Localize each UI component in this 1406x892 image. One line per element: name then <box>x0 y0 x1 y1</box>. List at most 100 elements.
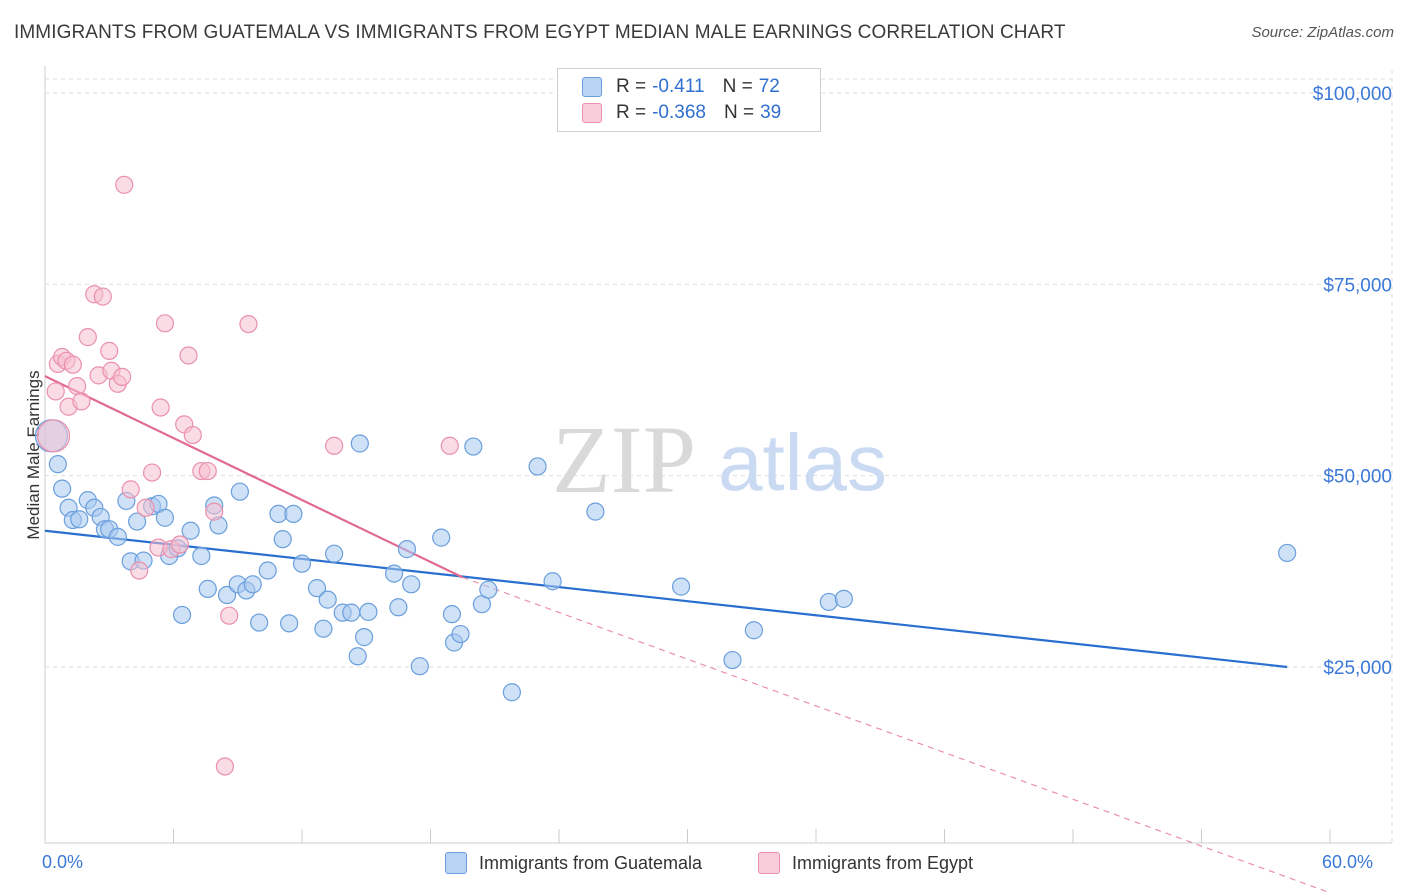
watermark: ZIP atlas <box>552 406 887 513</box>
egypt-point <box>115 175 134 194</box>
n-label: N = <box>722 76 753 97</box>
guatemala-point <box>192 546 211 566</box>
guatemala-point <box>723 650 742 670</box>
grid-lines <box>45 70 1393 843</box>
legend-row-egypt: R = -0.368 N = 39 <box>582 100 799 126</box>
guatemala-trend-line <box>44 529 1288 669</box>
legend-label: Immigrants from Egypt <box>792 852 974 873</box>
egypt-point <box>142 463 162 482</box>
egypt-point <box>151 398 170 417</box>
egypt-point <box>183 425 202 445</box>
guatemala-point <box>451 624 470 644</box>
guatemala-point <box>1278 543 1297 563</box>
guatemala-point <box>819 592 838 612</box>
guatemala-point <box>348 647 367 666</box>
guatemala-point <box>397 540 417 559</box>
n-value: 72 <box>758 76 780 97</box>
y-tick-label: $75,000 <box>1323 275 1392 296</box>
x-tick-label-min: 0.0% <box>42 852 84 872</box>
guatemala-point <box>384 564 404 583</box>
egypt-point <box>155 314 175 333</box>
egypt-point <box>72 392 91 411</box>
y-tick-label: $100,000 <box>1313 84 1392 105</box>
egypt-point <box>170 535 190 554</box>
guatemala-point <box>528 457 547 476</box>
egypt-legend-swatch <box>758 852 780 874</box>
n-value: 39 <box>760 102 782 123</box>
guatemala-point <box>280 614 299 633</box>
egypt-point <box>46 382 65 401</box>
egypt-point <box>36 419 71 453</box>
r-value: -0.411 <box>652 76 705 97</box>
guatemala-point <box>586 502 605 521</box>
guatemala-point <box>318 590 337 609</box>
watermark-atlas: atlas <box>718 418 887 507</box>
egypt-point <box>78 328 97 347</box>
egypt-point <box>440 436 459 455</box>
guatemala-point <box>350 434 369 453</box>
guatemala-point <box>543 572 562 591</box>
guatemala-point <box>671 577 691 596</box>
egypt-point <box>100 341 119 360</box>
guatemala-point <box>70 510 89 529</box>
data-points <box>34 175 1297 776</box>
legend-item-guatemala[interactable]: Immigrants from Guatemala <box>445 852 702 874</box>
guatemala-point <box>464 437 483 456</box>
egypt-point <box>179 346 198 365</box>
guatemala-point <box>292 554 312 573</box>
guatemala-point <box>48 455 67 474</box>
egypt-point <box>220 606 239 625</box>
guatemala-point <box>258 561 277 580</box>
guatemala-point <box>273 530 292 549</box>
guatemala-point <box>230 482 249 501</box>
guatemala-point <box>284 504 303 524</box>
y-tick-label: $25,000 <box>1323 658 1392 679</box>
chart-title: IMMIGRANTS FROM GUATEMALA VS IMMIGRANTS … <box>14 22 1066 43</box>
guatemala-point <box>314 619 333 638</box>
legend-item-egypt[interactable]: Immigrants from Egypt <box>758 852 973 874</box>
trend-lines <box>44 375 1330 892</box>
y-tick-labels: $25,000 $50,000 $75,000 $100,000 <box>1313 84 1392 679</box>
guatemala-legend-swatch <box>445 852 467 874</box>
legend-label: Immigrants from Guatemala <box>479 852 703 873</box>
guatemala-point <box>834 589 853 608</box>
guatemala-point <box>744 621 763 640</box>
y-tick-label: $50,000 <box>1323 467 1392 488</box>
egypt-point <box>136 498 155 517</box>
stats-legend: R = -0.411 N = 72 R = -0.368 N = 39 <box>557 68 821 132</box>
r-label: R = <box>616 102 647 123</box>
guatemala-swatch <box>582 77 602 97</box>
guatemala-point <box>325 544 344 563</box>
guatemala-point <box>432 528 451 547</box>
guatemala-point <box>127 512 147 531</box>
guatemala-point <box>402 575 421 594</box>
n-label: N = <box>723 102 755 123</box>
legend-row-guatemala: R = -0.411 N = 72 <box>582 74 798 100</box>
egypt-point <box>112 367 132 387</box>
egypt-trend-line <box>44 375 464 579</box>
egypt-point <box>325 436 344 455</box>
watermark-zip: ZIP <box>552 406 696 513</box>
guatemala-point <box>198 579 217 599</box>
egypt-point <box>63 355 82 374</box>
guatemala-point <box>108 527 127 546</box>
guatemala-point <box>410 657 429 676</box>
egypt-point <box>239 314 258 334</box>
egypt-point <box>215 757 234 776</box>
guatemala-point <box>355 628 374 647</box>
r-value: -0.368 <box>652 102 706 123</box>
axes <box>44 66 1392 844</box>
guatemala-point <box>389 598 408 617</box>
source-note: Source: ZipAtlas.com <box>1251 24 1394 41</box>
guatemala-point <box>181 521 200 540</box>
x-tick-label-max: 60.0% <box>1322 852 1374 872</box>
guatemala-point <box>342 603 361 622</box>
guatemala-point <box>217 585 237 605</box>
guatemala-point <box>479 580 498 599</box>
guatemala-point <box>243 575 262 594</box>
guatemala-point <box>307 579 327 598</box>
egypt-point <box>121 480 140 499</box>
guatemala-point <box>155 508 175 527</box>
guatemala-point <box>359 602 378 621</box>
